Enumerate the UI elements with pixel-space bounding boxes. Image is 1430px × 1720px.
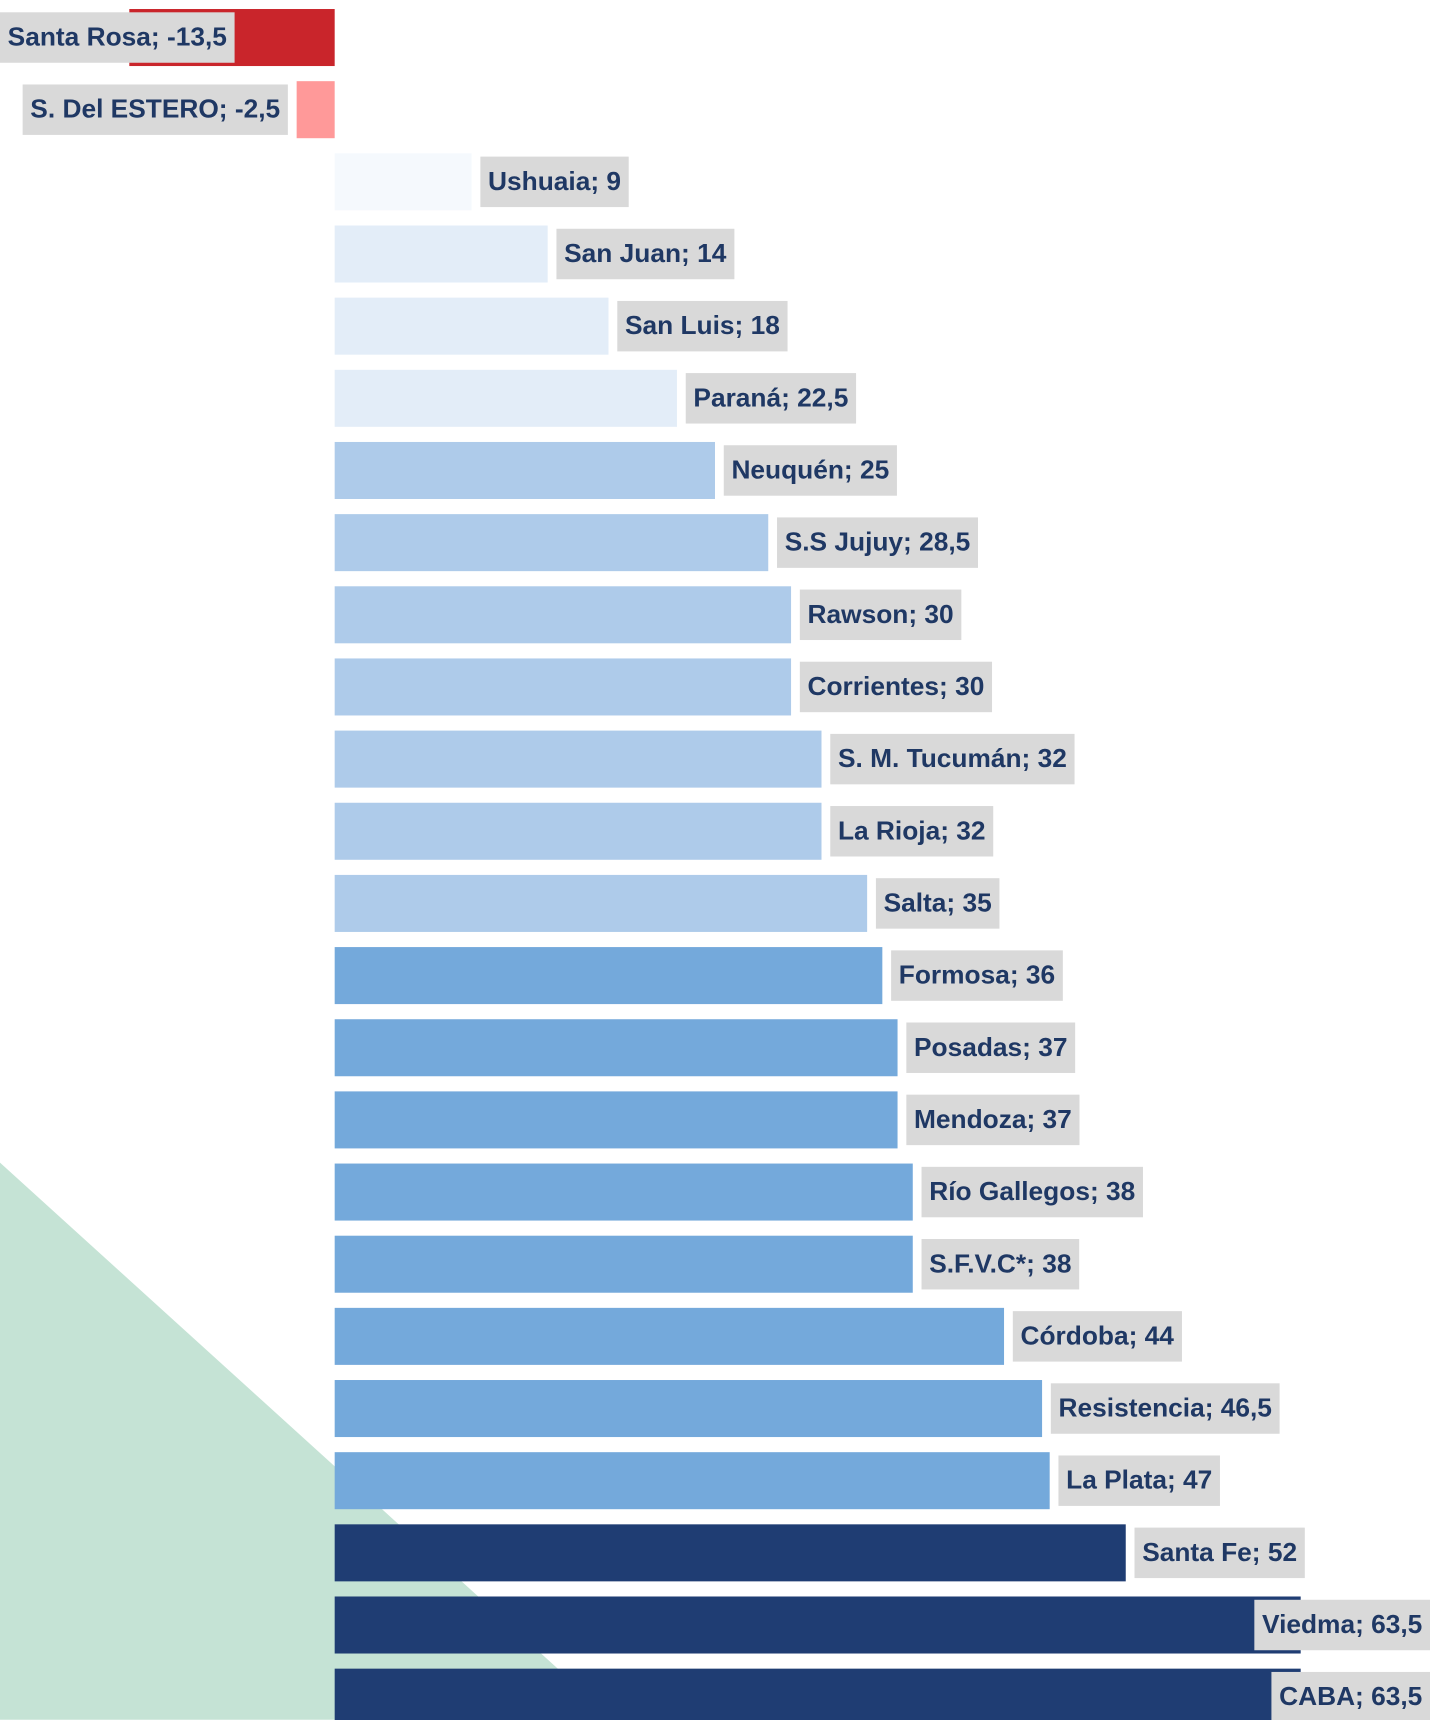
label-box [1058, 1455, 1220, 1506]
label-box [830, 733, 1075, 785]
bar [334, 1596, 1301, 1654]
data-label: Córdoba; 44 [1020, 1320, 1174, 1350]
data-label: La Plata; 47 [1066, 1465, 1212, 1495]
bar [334, 153, 472, 211]
bar [334, 947, 883, 1005]
label-box [921, 1238, 1080, 1290]
label-box [556, 228, 735, 280]
bar [334, 1452, 1050, 1510]
data-label: Salta; 35 [884, 887, 992, 917]
bar [334, 1163, 913, 1221]
label-box [906, 1094, 1080, 1146]
data-label: S.S Jujuy; 28,5 [785, 527, 971, 557]
data-label: Ushuaia; 9 [488, 166, 621, 196]
bar [334, 1019, 898, 1077]
label-box [1254, 1599, 1430, 1651]
bar [334, 658, 792, 716]
label-box [617, 300, 788, 352]
data-label: San Juan; 14 [564, 238, 727, 268]
data-label: S.F.V.C*; 38 [929, 1248, 1071, 1278]
data-label: Río Gallegos; 38 [929, 1176, 1135, 1206]
data-label: Paraná; 22,5 [693, 382, 848, 412]
label-box [1050, 1383, 1280, 1434]
label-box [22, 84, 288, 135]
label-box [685, 373, 857, 424]
data-label: CABA; 63,5 [1279, 1681, 1422, 1711]
bar [334, 1524, 1126, 1582]
data-label: S. Del ESTERO; -2,5 [30, 94, 280, 124]
bar [334, 730, 822, 788]
label-box [875, 878, 1000, 929]
bar [334, 1380, 1043, 1438]
data-label: San Luis; 18 [625, 310, 780, 340]
data-label: Santa Fe; 52 [1142, 1537, 1297, 1567]
label-box [1271, 1671, 1430, 1720]
label-box [723, 445, 897, 496]
bar [334, 225, 548, 283]
label-box [0, 12, 235, 63]
data-label: Neuquén; 25 [731, 455, 889, 485]
bar [334, 802, 822, 860]
bar [334, 514, 769, 572]
data-label: Viedma; 63,5 [1262, 1609, 1422, 1639]
bar [334, 1307, 1005, 1365]
data-label: S. M. Tucumán; 32 [838, 743, 1067, 773]
label-box [799, 589, 962, 641]
bar [334, 1235, 913, 1293]
label-box [1134, 1527, 1305, 1579]
data-label: Posadas; 37 [914, 1032, 1067, 1062]
label-box [799, 661, 993, 713]
data-label: Santa Rosa; -13,5 [8, 22, 227, 52]
label-box [921, 1166, 1143, 1218]
data-label: Formosa; 36 [899, 960, 1055, 990]
bar [334, 586, 792, 644]
label-box [830, 806, 994, 857]
label-box [480, 156, 629, 208]
data-label: La Rioja; 32 [838, 815, 986, 845]
label-box [1012, 1311, 1182, 1362]
label-box [777, 517, 978, 568]
label-box [891, 950, 1063, 1001]
data-label: Corrientes; 30 [808, 671, 985, 701]
bar [334, 369, 677, 427]
label-box [906, 1022, 1076, 1073]
data-label: Resistencia; 46,5 [1059, 1393, 1272, 1423]
data-label: Rawson; 30 [808, 599, 954, 629]
bar [334, 441, 715, 499]
bar [334, 297, 609, 355]
bar [334, 874, 868, 932]
bar [334, 1091, 898, 1149]
bar [296, 81, 335, 139]
data-label: Mendoza; 37 [914, 1104, 1072, 1134]
bar [334, 1668, 1301, 1720]
